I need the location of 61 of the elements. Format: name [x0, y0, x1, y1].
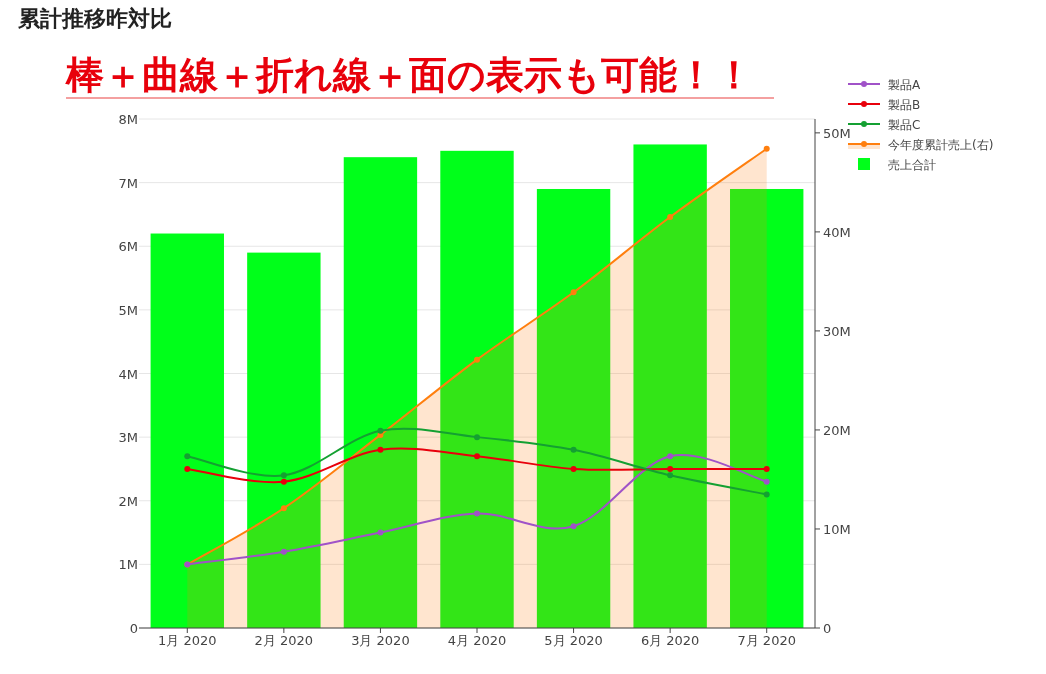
point — [377, 446, 384, 453]
y2-tick-label: 10M — [823, 521, 851, 537]
y-tick-label: 6M — [118, 239, 138, 255]
point — [474, 356, 480, 363]
y-tick-label: 1M — [118, 557, 138, 573]
point — [474, 434, 480, 441]
point — [667, 472, 674, 479]
bar — [633, 144, 707, 628]
y-tick-label: 8M — [118, 112, 138, 127]
y-tick-label: 0 — [129, 621, 138, 636]
x-tick-label: 2月 2020 — [254, 633, 314, 648]
x-tick-label: 3月 2020 — [351, 633, 410, 648]
point — [667, 453, 674, 460]
bar — [730, 188, 804, 628]
point — [184, 453, 191, 460]
point — [667, 465, 674, 472]
point — [763, 491, 770, 498]
x-tick-label: 7月 2020 — [737, 633, 796, 648]
point — [667, 214, 674, 221]
bar — [150, 233, 224, 628]
point — [763, 478, 770, 485]
point — [184, 465, 191, 472]
y2-tick-label: 20M — [823, 422, 851, 438]
y-tick-label: 4M — [118, 366, 138, 382]
point — [570, 289, 577, 296]
legend-label: 製品B — [888, 98, 921, 112]
y-tick-label: 7M — [118, 175, 138, 191]
y2-tick-label: 40M — [823, 224, 851, 240]
point — [377, 427, 384, 434]
bar — [343, 157, 418, 628]
bar — [440, 150, 514, 628]
y-tick-label: 3M — [118, 430, 138, 446]
point — [763, 465, 770, 472]
bar — [247, 252, 321, 628]
legend-label: 売上合計 — [888, 158, 936, 172]
point — [280, 478, 287, 485]
y2-tick-label: 50M — [823, 125, 851, 141]
x-tick-label: 5月 2020 — [544, 633, 603, 648]
point — [570, 446, 577, 453]
y2-tick-label: 30M — [823, 323, 851, 339]
point — [570, 523, 577, 530]
point — [474, 453, 480, 460]
point — [280, 472, 287, 479]
point — [280, 505, 287, 512]
x-tick-label: 1月 2020 — [158, 633, 217, 648]
legend-label: 今年度累計売上(右) — [888, 138, 994, 152]
chart-subtitle: 棒＋曲線＋折れ線＋面の表示も可能！！ — [65, 52, 753, 97]
x-tick-label: 4月 2020 — [447, 633, 507, 648]
point — [377, 529, 384, 536]
point — [570, 465, 577, 472]
chart-title: 累計推移昨対比 — [17, 6, 172, 31]
y-tick-label: 2M — [118, 493, 138, 509]
legend-label: 製品C — [888, 118, 921, 132]
legend-label: 製品A — [888, 78, 921, 92]
x-tick-label: 6月 2020 — [640, 633, 700, 648]
y-tick-label: 5M — [118, 302, 138, 318]
point — [763, 145, 770, 152]
point — [280, 548, 287, 555]
point — [474, 510, 480, 517]
bar — [536, 188, 611, 628]
y2-tick-label: 0 — [823, 621, 832, 636]
